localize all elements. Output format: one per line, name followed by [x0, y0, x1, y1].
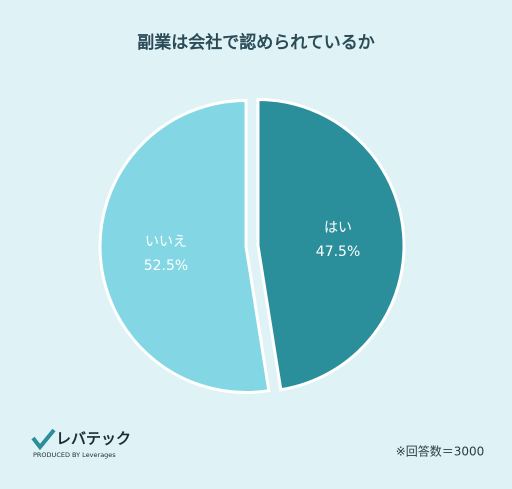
pie-slice — [256, 98, 406, 392]
logo: レバテック PRODUCED BY Leverages — [31, 428, 131, 459]
logo-mark — [31, 428, 56, 451]
pie-slice — [98, 98, 271, 394]
chart-title: 副業は会社で認められているか — [137, 32, 375, 53]
value-label: 52.5% — [144, 258, 188, 274]
slice-label: いいえ — [145, 234, 187, 250]
annotation: ※回答数＝3000 — [396, 444, 485, 459]
slice-label: はい — [324, 220, 352, 236]
logo-text: レバテック — [56, 430, 131, 448]
logo-subtext: PRODUCED BY Leverages — [33, 451, 116, 459]
value-label: 47.5% — [316, 244, 360, 260]
